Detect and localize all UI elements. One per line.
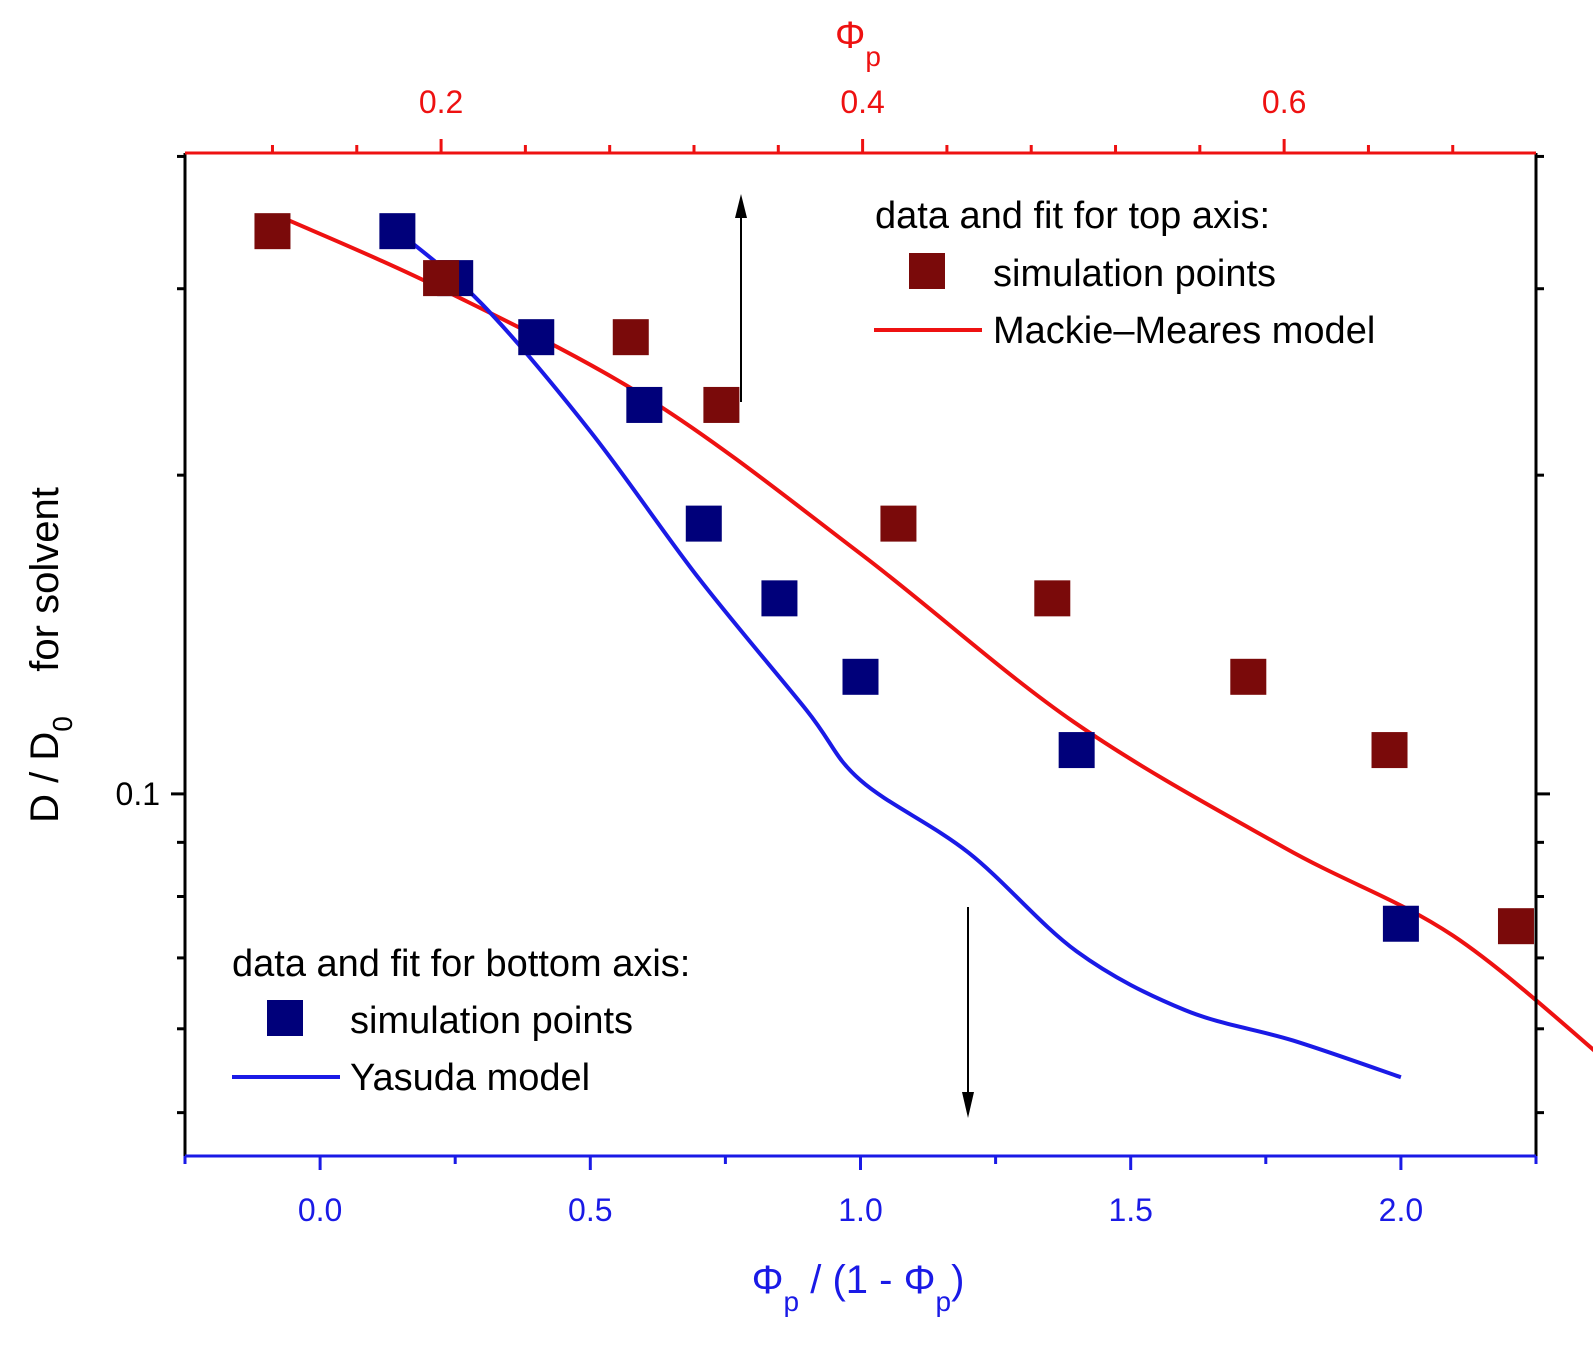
y-axis-tick-label: 0.1: [116, 776, 160, 812]
tick-layer: 0.0 0.5 1.0 1.5 2.0 0.2 0.4 0.6 0.1: [116, 84, 1550, 1228]
top-series-point: [1034, 580, 1071, 617]
top-series-point: [423, 260, 460, 297]
legend-bottom: data and fit for bottom axis: simulation…: [232, 943, 690, 1099]
bottom-axis-tick-label: 2.0: [1379, 1192, 1423, 1228]
mackie-meares-line: [282, 216, 1593, 1053]
top-series-point: [1371, 732, 1408, 769]
legend-top: data and fit for top axis: simulation po…: [874, 195, 1375, 352]
top-series-point: [612, 319, 649, 356]
top-series-point: [254, 213, 291, 250]
top-axis-label-main: Φ: [835, 15, 865, 57]
bottom-axis-label-part3: ): [951, 1258, 964, 1302]
y-axis-label: D / D0 for solvent: [23, 487, 78, 823]
bottom-axis-label-part2: / (1 - Φ: [799, 1258, 935, 1302]
arrow-up-annotation: [735, 194, 747, 402]
yasuda-line: [396, 229, 1402, 1080]
top-series-point: [1497, 908, 1534, 945]
arrow-up-head: [735, 194, 747, 218]
y-axis-label-suffix: for solvent: [23, 487, 67, 716]
y-axis-label-sub: 0: [47, 716, 78, 732]
legend-top-line-label: Mackie–Meares model: [993, 310, 1375, 352]
bottom-series-point: [518, 319, 555, 356]
bottom-series-point: [379, 213, 416, 250]
legend-bottom-line-label: Yasuda model: [350, 1057, 590, 1099]
arrow-down-head: [962, 1092, 974, 1118]
top-series-point: [880, 505, 917, 542]
bottom-axis-label-part1: Φ: [752, 1258, 784, 1302]
bottom-series-point: [1058, 732, 1095, 769]
top-axis-tick-label: 0.6: [1262, 84, 1306, 120]
top-axis-label: Φp: [835, 15, 881, 72]
legend-top-title: data and fit for top axis:: [875, 195, 1270, 237]
top-axis-tick-label: 0.4: [840, 84, 884, 120]
legend-bottom-title: data and fit for bottom axis:: [232, 943, 690, 985]
bottom-axis-tick-label: 0.0: [298, 1192, 342, 1228]
bottom-series-point: [626, 386, 663, 423]
series-layer: [254, 213, 1593, 1080]
bottom-series-point: [842, 658, 879, 695]
legend-top-marker: [909, 253, 945, 289]
top-axis-label-sub: p: [865, 41, 881, 72]
bottom-axis-tick-label: 1.0: [838, 1192, 882, 1228]
top-series-point: [703, 386, 740, 423]
legend-bottom-marker: [267, 1000, 303, 1036]
arrow-down-annotation: [962, 907, 974, 1118]
legend-bottom-marker-label: simulation points: [350, 1000, 633, 1042]
legend-top-marker-label: simulation points: [993, 253, 1276, 295]
bottom-axis-label-sub1: p: [784, 1286, 800, 1317]
bottom-axis-label: Φp / (1 - Φp): [752, 1258, 965, 1317]
bottom-series-point: [761, 580, 798, 617]
top-series-point: [1230, 658, 1267, 695]
bottom-series-point: [1382, 905, 1419, 942]
bottom-axis-tick-label: 1.5: [1108, 1192, 1152, 1228]
y-axis-label-main: D / D: [23, 732, 67, 823]
top-axis-tick-label: 0.2: [419, 84, 463, 120]
bottom-axis-tick-label: 0.5: [568, 1192, 612, 1228]
bottom-axis-label-sub2: p: [935, 1286, 951, 1317]
bottom-series-point: [685, 505, 722, 542]
